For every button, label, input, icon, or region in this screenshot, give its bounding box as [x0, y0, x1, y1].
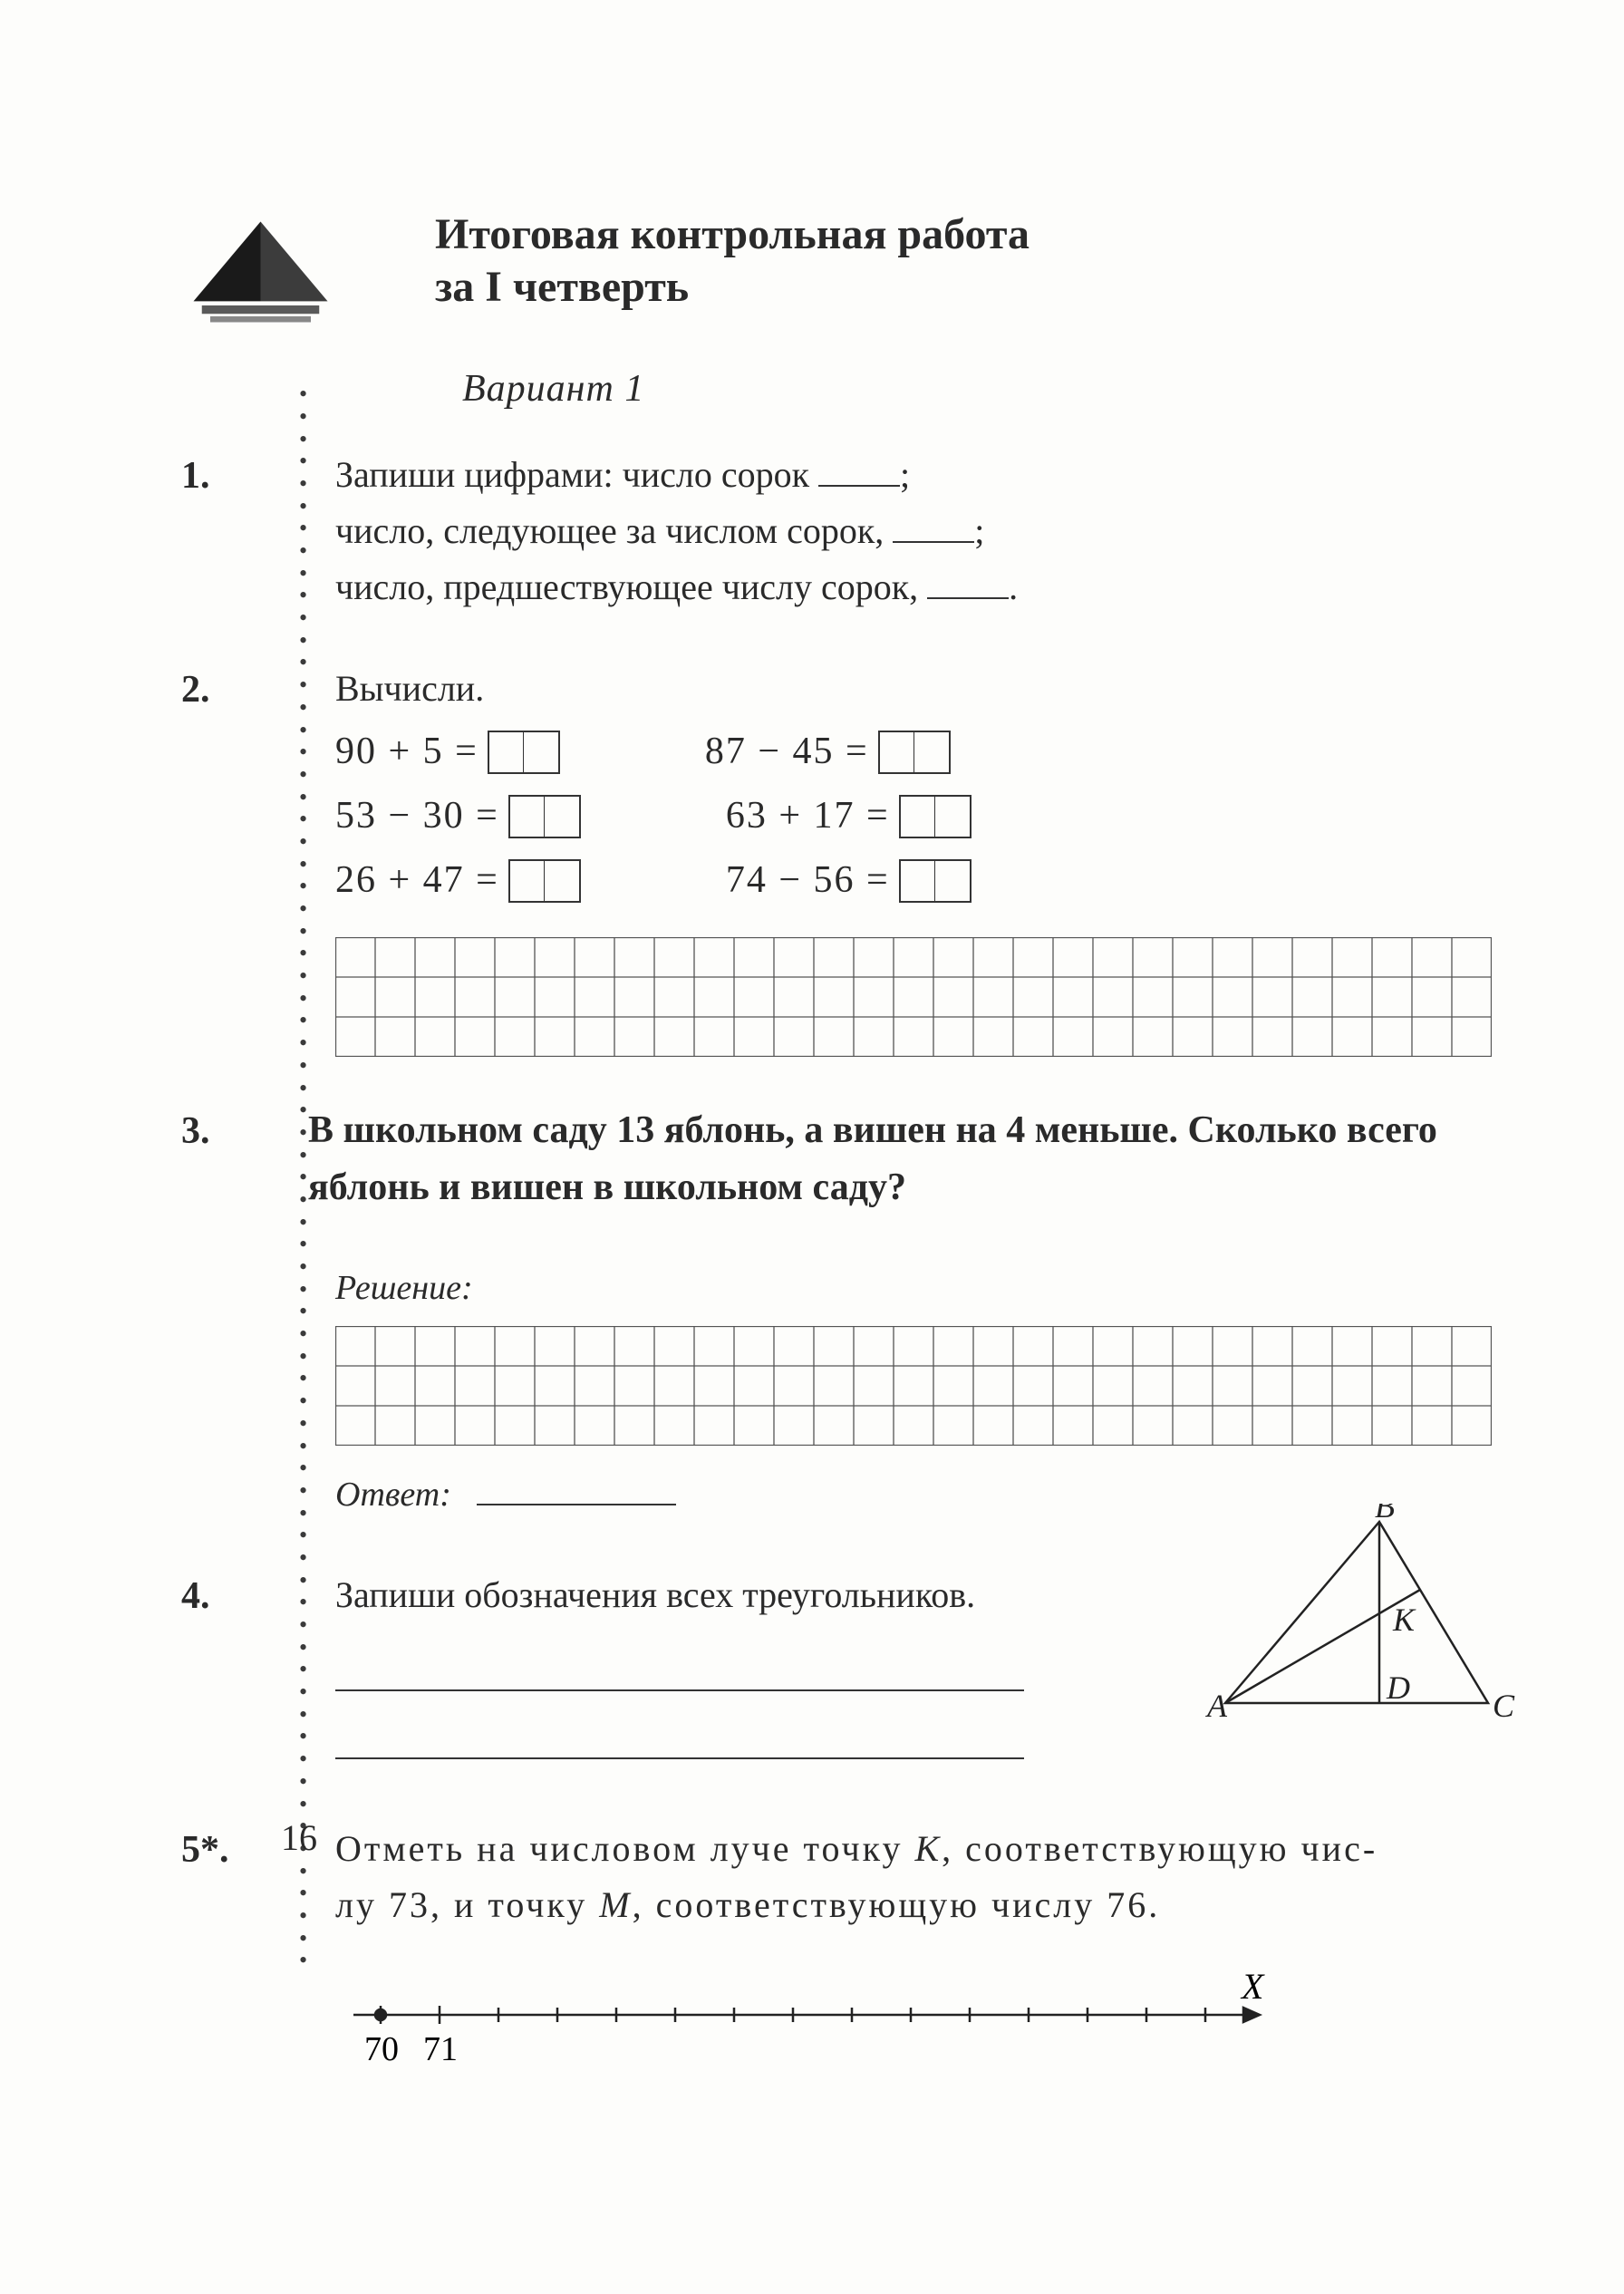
task-number: 1. — [181, 447, 210, 506]
point-k: K — [914, 1828, 942, 1869]
solution-label: Решение: — [335, 1262, 1488, 1315]
title-line-1: Итоговая контрольная работа — [435, 208, 1488, 261]
answer-box[interactable] — [508, 795, 581, 838]
expression: 26 + 47 = — [335, 851, 499, 910]
task-5: 5*. Отметь на числовом луче точку K, соо… — [181, 1821, 1488, 2095]
work-grid[interactable] — [335, 937, 1488, 1057]
grid-icon — [335, 937, 1492, 1057]
task1-text-3b: . — [1009, 566, 1018, 607]
answer-box[interactable] — [878, 731, 951, 774]
grid-icon — [335, 1326, 1492, 1446]
content-area: ••••••••••••••••••••••••••••••••••••••••… — [181, 447, 1488, 2095]
task1-text-1a: Запиши цифрами: число сорок — [335, 454, 818, 495]
task-number: 4. — [181, 1567, 210, 1626]
blank-field[interactable] — [335, 1732, 1024, 1759]
expression: 63 + 17 = — [726, 787, 890, 846]
task-3: 3. В школьном саду 13 яблонь, а вишен на… — [181, 1102, 1488, 1522]
task5-text-2b: , соответствующую числу 76. — [633, 1884, 1161, 1925]
task5-text-2a: лу 73, и точку — [335, 1884, 599, 1925]
task1-text-2a: число, следующее за числом сорок, — [335, 510, 893, 551]
tick-label-70: 70 — [364, 2030, 399, 2068]
triangle-diagram-icon: A B C D K — [1189, 1504, 1515, 1739]
task-number: 3. — [181, 1102, 210, 1161]
task-number: 2. — [181, 661, 210, 720]
task-number: 5*. — [181, 1821, 229, 1880]
page-title: Итоговая контрольная работа за I четверт… — [435, 208, 1488, 313]
task-4: 4. Запиши обозначения всех треугольников… — [181, 1567, 1488, 1776]
answer-box[interactable] — [899, 859, 972, 903]
number-line[interactable]: 70 71 X — [335, 1970, 1488, 2095]
task5-text-1: Отметь на числовом луче точку — [335, 1828, 914, 1869]
vertex-a: A — [1205, 1688, 1228, 1724]
task1-text-3a: число, предшествующее числу сорок, — [335, 566, 927, 607]
answer-box[interactable] — [488, 731, 560, 774]
vertex-b: B — [1375, 1504, 1395, 1524]
blank-field[interactable] — [927, 563, 1009, 599]
task5-text-1b: , соответствующую чис- — [942, 1828, 1378, 1869]
task3-text: В школьном саду 13 яблонь, а вишен на 4 … — [308, 1102, 1488, 1216]
variant-label: Вариант 1 — [462, 367, 1488, 411]
task-2: 2. Вычисли. 90 + 5 = 87 − 45 = 53 − 30 =… — [181, 661, 1488, 1057]
calc-row: 53 − 30 = 63 + 17 = — [335, 787, 1488, 846]
worksheet-page: Итоговая контрольная работа за I четверт… — [0, 0, 1624, 2294]
answer-label: Ответ: — [335, 1476, 451, 1514]
vertex-k: K — [1392, 1602, 1416, 1638]
page-number: 16 — [281, 1816, 317, 1859]
task2-title: Вычисли. — [335, 661, 1488, 717]
point-m: M — [599, 1884, 632, 1925]
tick-label-71: 71 — [423, 2030, 458, 2068]
number-line-icon: 70 71 X — [335, 1970, 1314, 2078]
expression: 90 + 5 = — [335, 722, 478, 781]
blank-field[interactable] — [818, 450, 900, 487]
blank-field[interactable] — [477, 1471, 676, 1505]
expression: 87 − 45 = — [705, 722, 869, 781]
blank-field[interactable] — [335, 1664, 1024, 1691]
expression: 53 − 30 = — [335, 787, 499, 846]
blank-field[interactable] — [893, 507, 974, 543]
task-1: 1. Запиши цифрами: число сорок ; число, … — [181, 447, 1488, 615]
arrow-logo-icon — [177, 208, 344, 335]
task1-text-1b: ; — [900, 454, 910, 495]
title-line-2: за I четверть — [435, 261, 1488, 314]
work-grid[interactable] — [335, 1326, 1488, 1446]
vertex-d: D — [1386, 1670, 1410, 1706]
calc-row: 26 + 47 = 74 − 56 = — [335, 851, 1488, 910]
vertex-c: C — [1493, 1688, 1515, 1724]
task1-text-2b: ; — [974, 510, 984, 551]
answer-box[interactable] — [508, 859, 581, 903]
answer-box[interactable] — [899, 795, 972, 838]
expression: 74 − 56 = — [726, 851, 890, 910]
calc-row: 90 + 5 = 87 − 45 = — [335, 722, 1488, 781]
axis-label-x: X — [1240, 1970, 1265, 2007]
